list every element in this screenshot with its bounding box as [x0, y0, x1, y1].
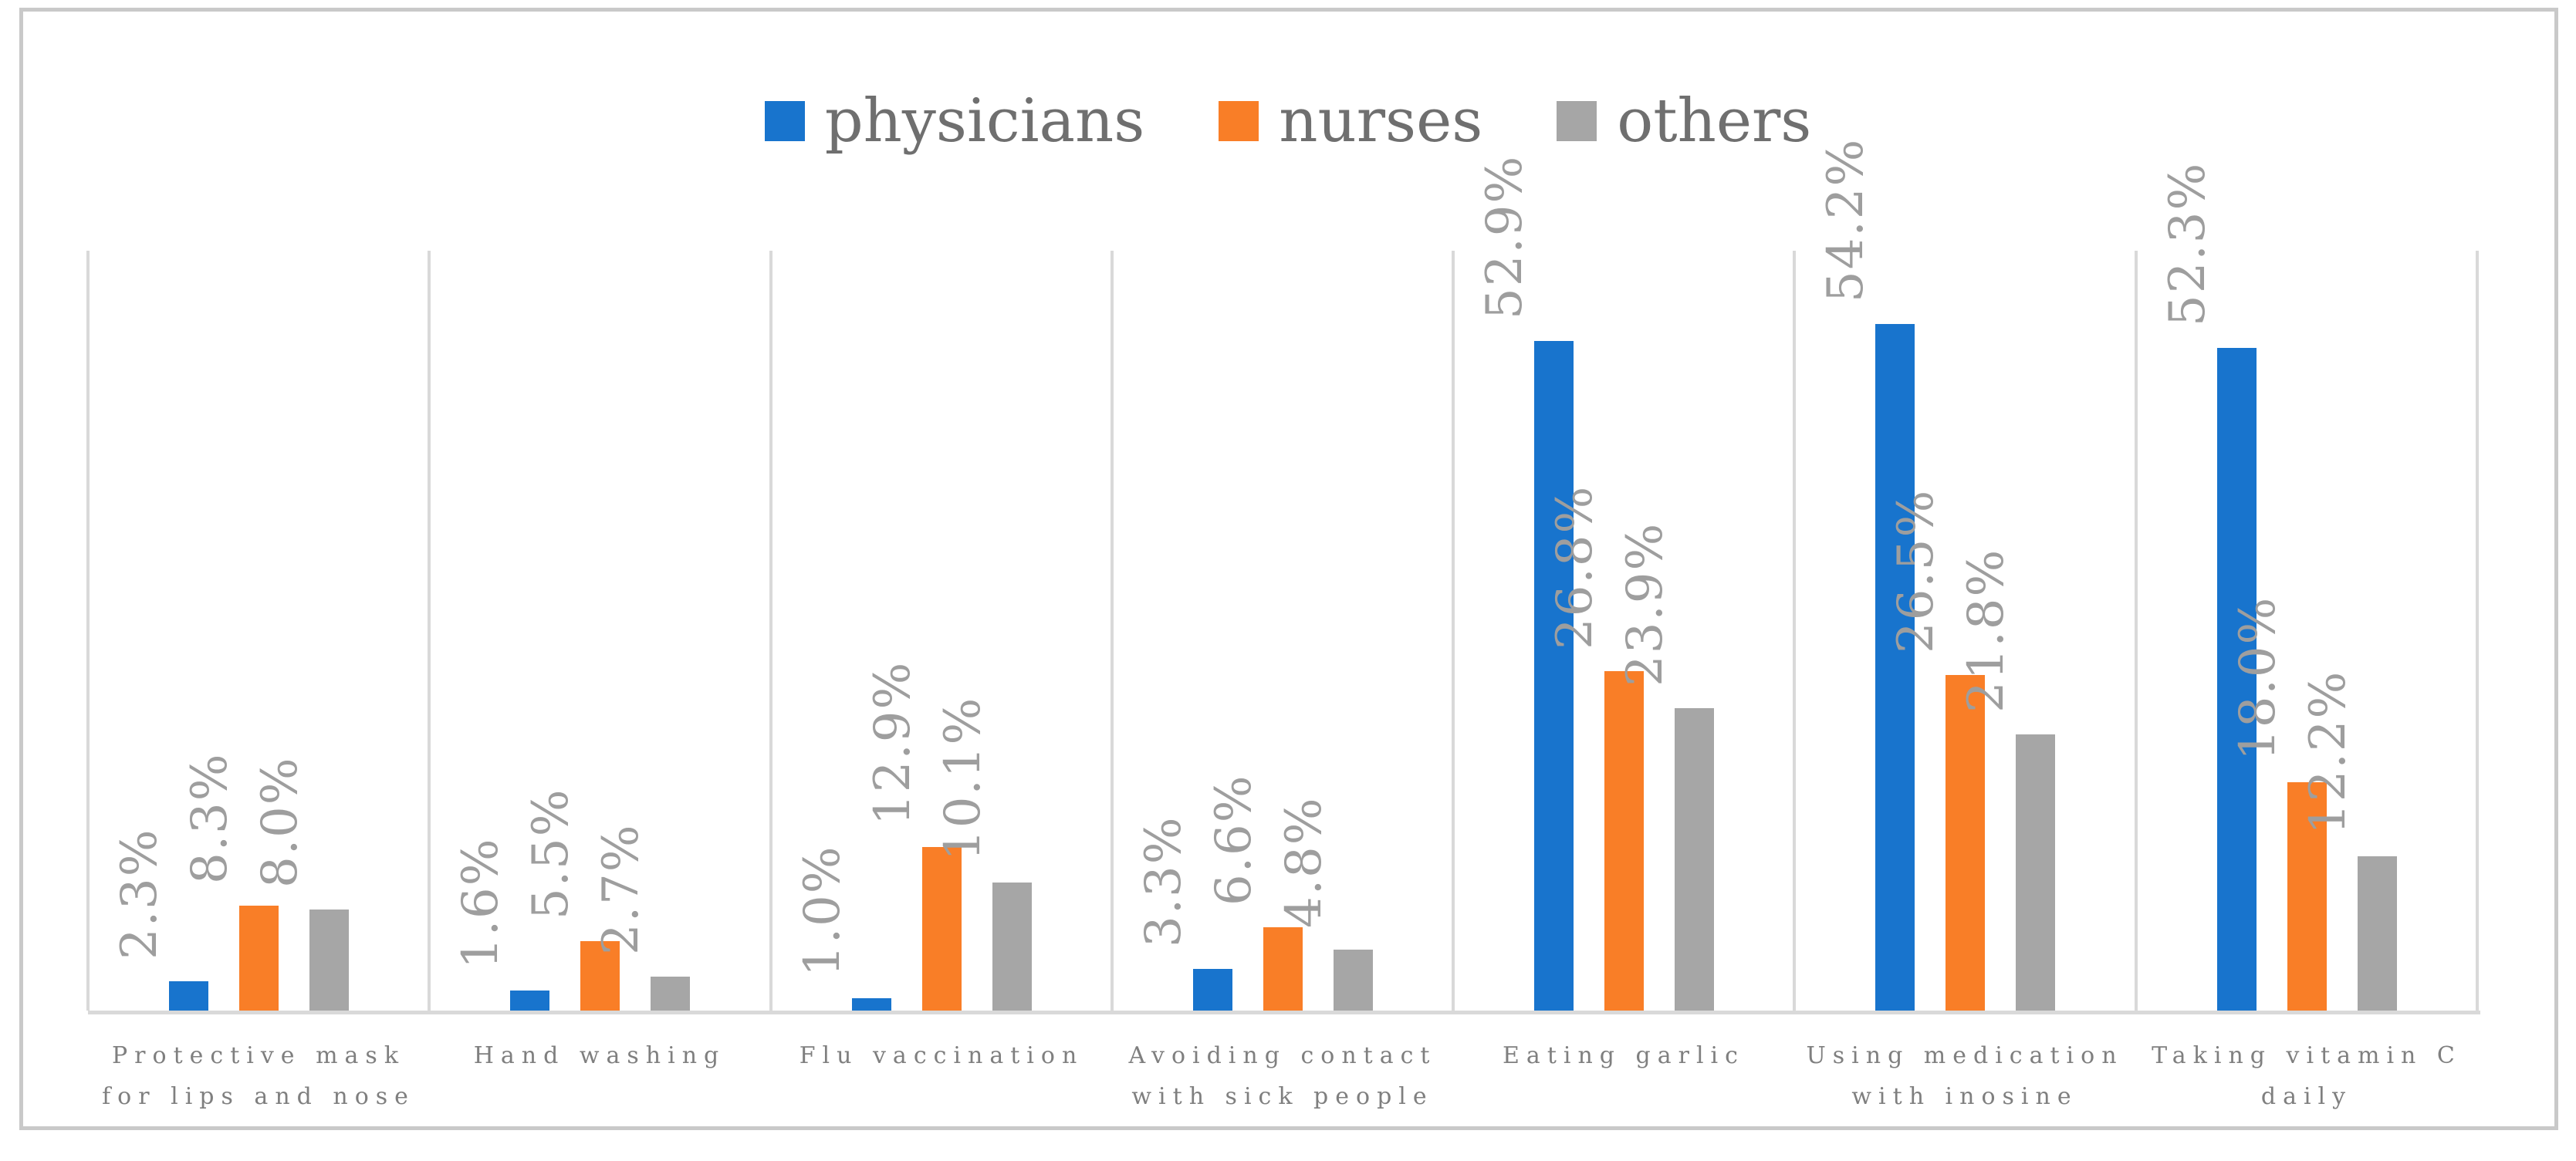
- x-axis-line: [88, 1011, 2480, 1014]
- data-label-others: 8.0%: [252, 756, 309, 888]
- category-label: Flu vaccination: [799, 1042, 1084, 1069]
- bar-nurses: [922, 847, 962, 1011]
- bar-others: [1675, 708, 1714, 1011]
- legend-swatch-icon: [764, 101, 805, 141]
- data-label-physicians: 2.3%: [111, 828, 168, 960]
- data-label-nurses: 26.8%: [1547, 484, 1604, 650]
- category-label: Eating garlic: [1503, 1042, 1745, 1069]
- category-separator-line: [428, 251, 431, 1011]
- bar-group-1: 2.3% 8.3% 8.0% Protective mask for lips and…: [88, 251, 429, 1109]
- legend-label: others: [1617, 86, 1812, 156]
- legend-label: physicians: [824, 86, 1145, 156]
- bar-physicians: [1875, 324, 1915, 1011]
- data-label-others: 23.9%: [1617, 521, 1674, 687]
- bar-physicians: [169, 981, 208, 1011]
- bar-others: [2358, 856, 2397, 1011]
- bar-nurses: [1604, 671, 1644, 1011]
- category-label: Hand washing: [473, 1042, 726, 1069]
- category-separator-line: [2135, 251, 2138, 1011]
- category-label: Protective mask for lips and nose: [102, 1042, 415, 1110]
- bar-nurses: [1946, 675, 1985, 1011]
- bar-group-6: 54.2% 26.5% 21.8% Using medication with ino…: [1794, 138, 2135, 1110]
- legend-swatch-icon: [1557, 101, 1597, 141]
- bar-nurses: [1263, 927, 1303, 1011]
- legend-item-others: others: [1557, 91, 1811, 151]
- bar-others: [2016, 734, 2055, 1011]
- data-label-others: 4.8%: [1276, 796, 1333, 928]
- legend-item-nurses: nurses: [1219, 91, 1482, 151]
- data-label-others: 2.7%: [593, 823, 650, 955]
- data-label-nurses: 18.0%: [2229, 596, 2287, 761]
- category-label: Using medication with inosine: [1806, 1042, 2124, 1110]
- bar-group-2: 1.6% 5.5% 2.7% Hand washing: [429, 251, 770, 1069]
- bar-others: [992, 883, 1032, 1011]
- legend-swatch-icon: [1219, 101, 1259, 141]
- category-label: Taking vitamin C daily: [2152, 1042, 2462, 1110]
- bar-nurses: [239, 906, 279, 1011]
- category-separator-line: [86, 251, 90, 1011]
- bar-physicians: [852, 998, 891, 1011]
- category-label: Avoiding contact with sick people: [1128, 1042, 1437, 1110]
- category-separator-line: [1452, 251, 1455, 1011]
- bar-others: [651, 977, 690, 1011]
- bar-nurses: [580, 941, 620, 1011]
- legend: physicians nurses others: [0, 91, 2576, 151]
- data-label-nurses: 6.6%: [1205, 774, 1263, 906]
- data-label-physicians: 52.3%: [2159, 161, 2216, 326]
- bar-group-3: 1.0% 12.9% 10.1% Flu vaccination: [771, 251, 1112, 1069]
- legend-item-physicians: physicians: [764, 86, 1145, 156]
- category-separator-line: [1111, 251, 1114, 1011]
- data-label-others: 21.8%: [1958, 548, 2015, 713]
- data-label-physicians: 1.6%: [452, 837, 509, 969]
- data-label-physicians: 52.9%: [1476, 154, 1533, 319]
- bar-group-7: 52.3% 18.0% 12.2% Taking vitamin C daily: [2136, 162, 2477, 1110]
- legend-label: nurses: [1279, 86, 1483, 156]
- category-separator-line: [1793, 251, 1796, 1011]
- bar-physicians: [2217, 348, 2257, 1011]
- bar-physicians: [1193, 969, 1232, 1011]
- bar-group-5: 52.9% 26.8% 23.9% Eating garlic: [1453, 155, 1794, 1069]
- bar-physicians: [510, 991, 549, 1011]
- data-label-nurses: 8.3%: [181, 752, 238, 884]
- data-label-physicians: 3.3%: [1135, 815, 1192, 947]
- bar-group-4: 3.3% 6.6% 4.8% Avoiding contact with sick p…: [1112, 251, 1453, 1109]
- data-label-others: 12.2%: [2300, 670, 2357, 835]
- data-label-nurses: 5.5%: [522, 788, 580, 920]
- data-label-others: 10.1%: [935, 696, 992, 861]
- category-separator-line: [769, 251, 772, 1011]
- category-separator-line: [2476, 251, 2479, 1011]
- data-label-physicians: 54.2%: [1817, 137, 1875, 302]
- bar-nurses: [2287, 782, 2327, 1011]
- data-label-physicians: 1.0%: [794, 845, 851, 977]
- data-label-nurses: 26.5%: [1888, 488, 1945, 653]
- bar-physicians: [1534, 341, 1574, 1011]
- plot-area: 2.3% 8.3% 8.0% Protective mask for lips and…: [86, 138, 2479, 1110]
- bar-others: [309, 910, 349, 1011]
- data-label-nurses: 12.9%: [864, 660, 921, 825]
- bar-others: [1334, 950, 1373, 1011]
